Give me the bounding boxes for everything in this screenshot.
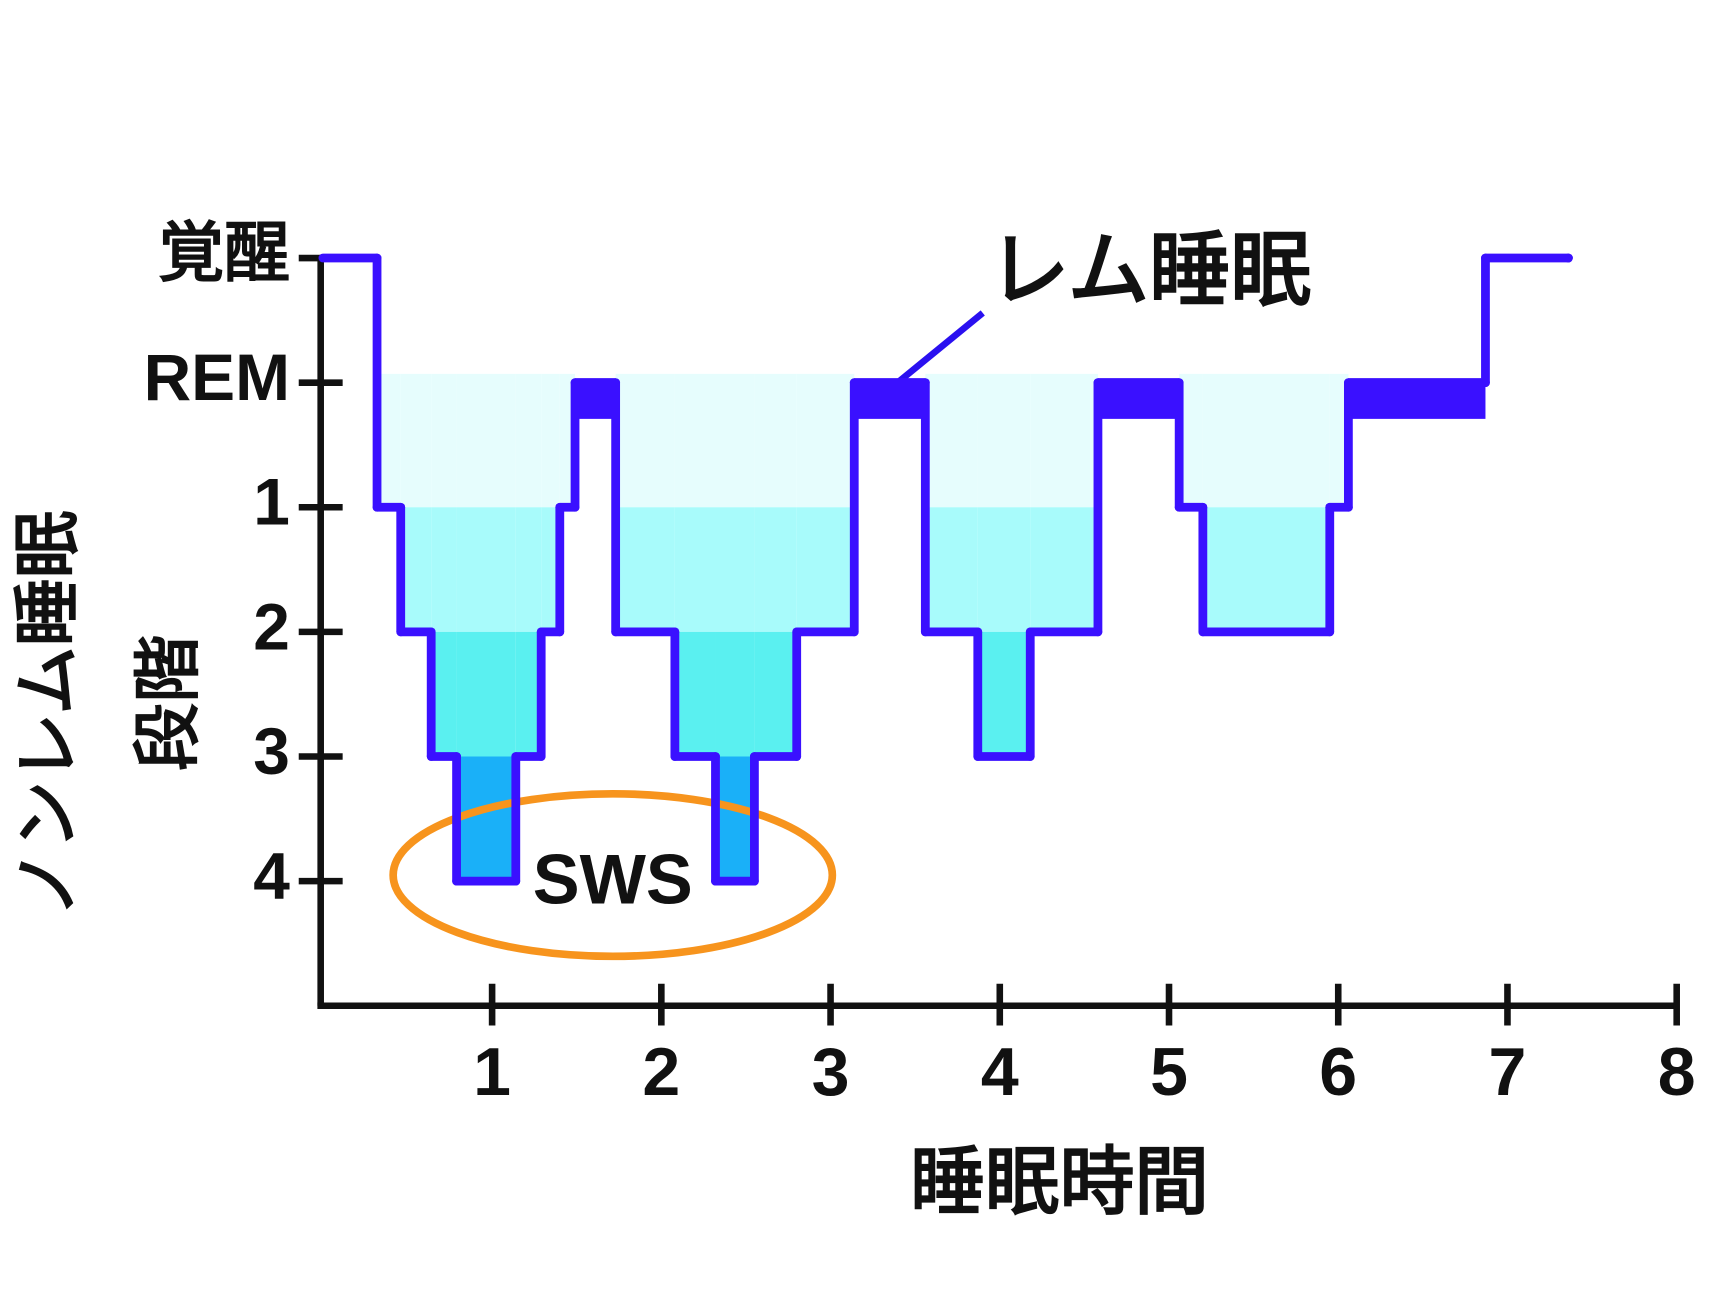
- sws-ellipse: [389, 789, 837, 961]
- x-tick-label: 5: [1150, 1034, 1188, 1110]
- stage-band: [754, 507, 797, 632]
- stage-band: [925, 373, 978, 508]
- y-axis-title: ノンレム睡眠: [10, 510, 86, 917]
- stage-band: [796, 373, 855, 508]
- stage-band: [615, 373, 675, 508]
- stage-band: [674, 631, 716, 757]
- x-tick-label: 6: [1319, 1034, 1357, 1110]
- x-tick-label: 3: [812, 1034, 850, 1110]
- sws-annotation: SWS: [533, 840, 693, 919]
- x-tick-label: 1: [473, 1034, 511, 1110]
- stage-band: [715, 756, 755, 882]
- x-tick-label: 7: [1489, 1034, 1527, 1110]
- stage-band: [977, 507, 1031, 632]
- stage-band: [977, 373, 1031, 508]
- stage-band: [615, 507, 675, 632]
- stage-band: [400, 373, 432, 508]
- stage-band: [1030, 507, 1098, 632]
- stage-band: [754, 373, 797, 508]
- stage-band: [431, 507, 457, 632]
- y-tick-label: REM: [144, 340, 290, 414]
- y-tick-label: 4: [253, 839, 290, 913]
- stage-band: [377, 373, 401, 508]
- stage-band: [674, 373, 716, 508]
- stage-band: [977, 631, 1031, 757]
- stage-band: [431, 373, 457, 508]
- stage-band: [715, 507, 755, 632]
- stage-band: [515, 507, 542, 632]
- stage-band: [1202, 373, 1330, 508]
- stage-band: [1179, 373, 1203, 508]
- x-tick-label: 2: [642, 1034, 680, 1110]
- stage-band: [456, 373, 516, 508]
- y-axis-title: 段階: [131, 635, 207, 771]
- stage-band: [796, 507, 855, 632]
- x-tick-label: 8: [1658, 1034, 1696, 1110]
- stage-band: [1329, 373, 1349, 508]
- annotation-pointer: [896, 310, 985, 385]
- stage-band: [925, 507, 978, 632]
- stage-fills: [377, 373, 1349, 882]
- stage-band: [456, 507, 516, 632]
- y-tick-label: 2: [253, 589, 290, 663]
- y-tick-label: 3: [253, 714, 290, 788]
- stage-band: [715, 631, 755, 757]
- stage-band: [674, 507, 716, 632]
- stage-band: [541, 373, 560, 508]
- x-tick-label: 4: [981, 1034, 1019, 1110]
- stage-band: [456, 756, 516, 882]
- stage-band: [400, 507, 432, 632]
- stage-band: [1202, 507, 1330, 632]
- stage-band: [541, 507, 560, 632]
- stage-band: [1030, 373, 1098, 508]
- stage-band: [515, 373, 542, 508]
- x-axis-title: 睡眠時間: [910, 1140, 1209, 1224]
- y-tick-label: 覚醒: [158, 215, 290, 289]
- stage-band: [754, 631, 797, 757]
- y-tick-label: 1: [253, 465, 290, 539]
- stage-band: [456, 631, 516, 757]
- stage-band: [715, 373, 755, 508]
- rem-annotation: レム睡眠: [988, 225, 1311, 316]
